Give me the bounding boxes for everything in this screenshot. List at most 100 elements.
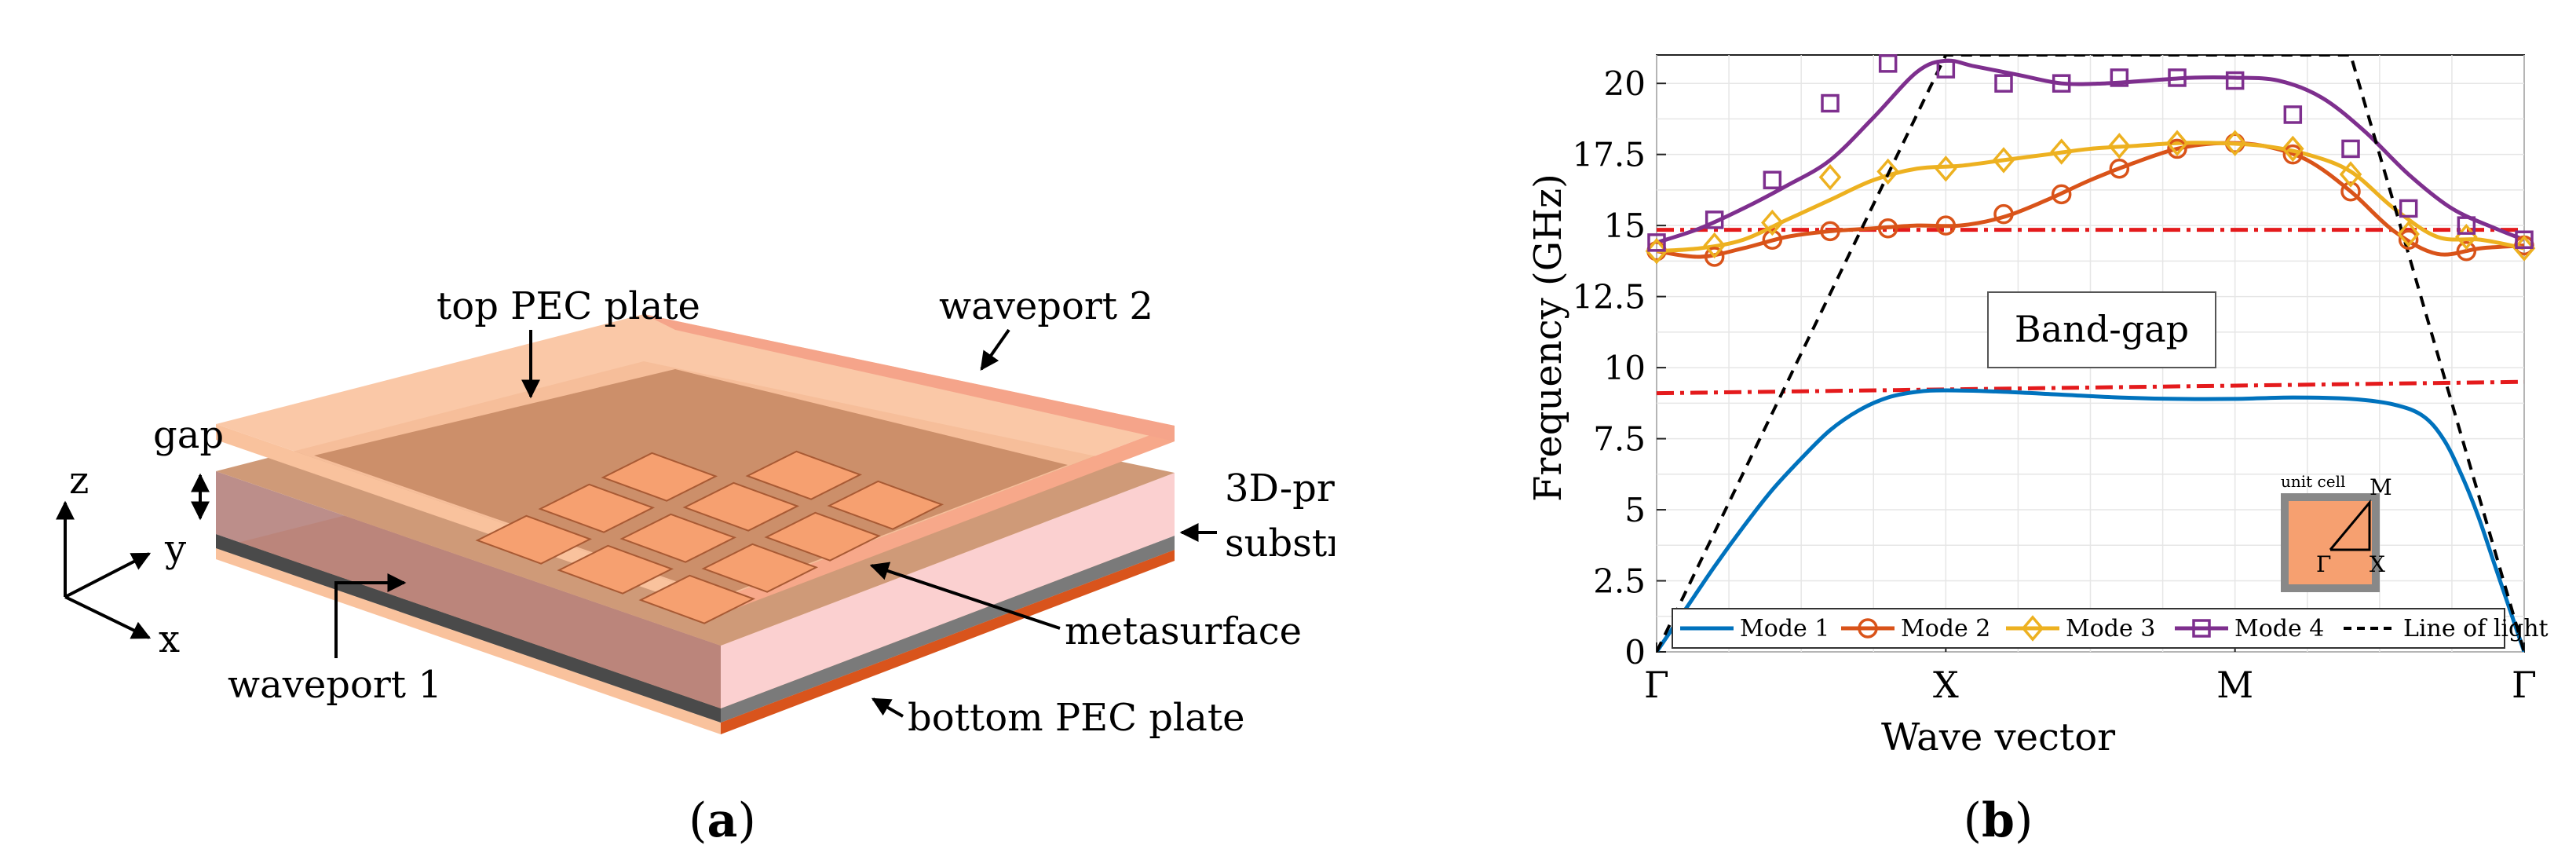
- marker-mode-4: [1994, 74, 2013, 93]
- arrow-bottom-pec: [871, 697, 904, 718]
- marker-mode-2: [1935, 215, 1957, 236]
- marker-mode-3: [2108, 133, 2131, 159]
- marker-mode-3: [2339, 161, 2362, 188]
- legend-label-mode-4: Mode 4: [2234, 615, 2324, 642]
- marker-mode-2: [1704, 247, 1725, 267]
- marker-mode-2: [1762, 229, 1783, 250]
- marker-mode-3: [2282, 135, 2304, 163]
- metasurface-tile: [538, 483, 656, 533]
- marker-mode-2: [2282, 144, 2304, 165]
- label-waveport-2: waveport 2: [939, 284, 1153, 328]
- metasurface-tile: [764, 511, 882, 562]
- band-gap-box: [1987, 291, 2216, 368]
- marker-mode-3: [2021, 615, 2044, 642]
- marker-mode-4: [1936, 60, 1956, 79]
- y-tick-label: 0: [1624, 633, 1646, 672]
- marker-mode-4: [2225, 71, 2245, 90]
- caption-a: (a): [689, 793, 756, 848]
- marker-mode-4: [1763, 170, 1782, 189]
- marker-mode-4: [2192, 619, 2211, 638]
- series-mode-2: [1657, 141, 2524, 259]
- marker-mode-4: [1705, 210, 1724, 229]
- metasurface-tile: [682, 481, 800, 532]
- label-substrate-2: substrate: [1225, 521, 1335, 565]
- marker-mode-2: [2340, 181, 2361, 202]
- metasurface-tile: [619, 513, 737, 563]
- x-tick-label: Γ: [2512, 664, 2537, 706]
- y-tick-label: 17.5: [1572, 136, 1646, 174]
- marker-mode-4: [1647, 233, 1666, 252]
- marker-mode-2: [2167, 138, 2187, 159]
- marker-mode-3: [1645, 238, 1668, 265]
- marker-mode-4: [1821, 93, 1840, 113]
- label-axis-y: y: [164, 527, 186, 571]
- series-lines: [1657, 55, 2524, 652]
- marker-mode-3: [1935, 156, 1957, 182]
- marker-mode-4: [2052, 74, 2071, 93]
- arrow-waveport-1: [334, 573, 407, 658]
- marker-mode-3: [2165, 130, 2189, 156]
- y-tick-label: 15: [1604, 207, 1646, 245]
- marker-mode-4: [2168, 68, 2187, 87]
- inset-x: X: [2370, 551, 2385, 577]
- marker-mode-4: [2283, 105, 2303, 124]
- metasurface-tile: [827, 480, 945, 530]
- marker-mode-2: [1858, 618, 1878, 639]
- chart-legend: Mode 1 Mode 2 Mode 3 Mode 4 Line of light: [1672, 608, 2549, 649]
- x-tick-label: M: [2216, 664, 2253, 706]
- metasurface-tile: [557, 544, 674, 595]
- y-tick-label: 2.5: [1593, 562, 1646, 601]
- y-axis-label: Frequency (GHz): [1526, 174, 1570, 502]
- unit-cell-inset: unit cell Γ X M: [2281, 472, 2392, 592]
- legend-label-mode-1: Mode 1: [1740, 615, 1829, 642]
- marker-mode-3: [1818, 163, 1842, 191]
- y-tick-label: 7.5: [1593, 420, 1646, 459]
- marker-mode-4: [2515, 230, 2534, 249]
- legend-box: [1672, 608, 2505, 649]
- waveport-1-face: [216, 471, 721, 708]
- marker-mode-3: [2397, 221, 2420, 247]
- arrow-metasurface: [869, 562, 1061, 630]
- legend-label-mode-3: Mode 3: [2066, 615, 2155, 642]
- axis-y-arrow: [64, 552, 152, 598]
- inset-gamma: Γ: [2316, 551, 2331, 577]
- x-axis-label: Wave vector: [1881, 715, 2115, 759]
- metasurface-tile: [601, 452, 718, 502]
- legend-label-mode-2: Mode 2: [1901, 615, 1990, 642]
- label-bottom-pec: bottom PEC plate: [908, 696, 1245, 740]
- inset-title: unit cell: [2281, 472, 2345, 491]
- label-top-pec: top PEC plate: [437, 284, 700, 328]
- label-metasurface: metasurface: [1065, 609, 1302, 653]
- label-axis-z: z: [69, 459, 89, 503]
- marker-mode-2: [1993, 203, 2014, 225]
- marker-mode-2: [1877, 218, 1898, 239]
- marker-mode-3: [1876, 158, 1899, 185]
- marker-mode-3: [2512, 235, 2536, 262]
- marker-mode-4: [2110, 68, 2129, 87]
- legend-label-line-of-light: Line of light: [2403, 615, 2549, 642]
- marker-mode-4: [1878, 54, 1898, 73]
- y-tick-label: 10: [1604, 349, 1646, 387]
- x-tick-label: X: [1933, 664, 1959, 706]
- x-tick-label: Γ: [1644, 664, 1669, 706]
- series-mode-3: [1657, 141, 2524, 254]
- band-edge-line: [1656, 379, 2525, 396]
- metasurface-tiles: [475, 450, 945, 624]
- marker-mode-2: [1820, 221, 1840, 242]
- marker-mode-3: [2223, 130, 2246, 156]
- marker-mode-3: [1992, 147, 2015, 174]
- marker-mode-4: [2399, 199, 2418, 218]
- band-gap-label: Band-gap: [2015, 308, 2189, 350]
- waveguide-schematic: top PEC plate waveport 2 gap 3D-printed …: [56, 284, 1335, 848]
- marker-mode-4: [2457, 216, 2476, 235]
- band-edge-lines: [1656, 228, 2525, 396]
- marker-mode-2: [2109, 159, 2130, 179]
- series-line-of-light: [1657, 55, 2524, 652]
- label-axis-x: x: [159, 617, 180, 661]
- label-waveport-1: waveport 1: [228, 663, 442, 707]
- caption-b: (b): [1964, 793, 2033, 848]
- inset-path: [2329, 499, 2371, 551]
- marker-mode-2: [2051, 184, 2072, 205]
